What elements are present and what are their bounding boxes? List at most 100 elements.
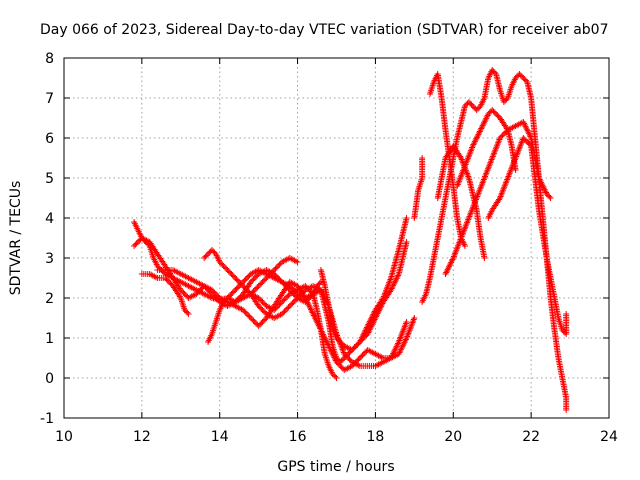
data-point xyxy=(307,305,314,312)
data-point xyxy=(322,337,329,344)
y-tick-label: 5 xyxy=(45,171,54,187)
data-point xyxy=(480,121,487,128)
x-tick-label: 12 xyxy=(133,429,151,445)
data-point xyxy=(520,119,527,125)
data-point xyxy=(224,267,231,273)
data-point xyxy=(259,279,266,285)
data-point xyxy=(520,75,527,81)
data-point xyxy=(350,345,357,352)
data-point xyxy=(249,316,256,323)
data-point xyxy=(309,309,316,316)
data-point xyxy=(295,293,302,300)
data-point xyxy=(442,271,449,277)
data-point xyxy=(286,303,293,309)
data-point xyxy=(521,121,528,128)
data-point xyxy=(288,301,295,308)
data-point xyxy=(238,281,245,288)
data-point xyxy=(294,295,301,301)
data-point xyxy=(519,73,526,80)
data-point xyxy=(445,265,452,272)
data-point xyxy=(132,241,139,248)
data-point xyxy=(260,277,267,284)
data-point xyxy=(281,308,288,315)
data-point xyxy=(237,280,244,287)
data-point xyxy=(275,263,282,269)
data-point xyxy=(448,257,455,264)
data-point xyxy=(308,306,315,313)
data-point xyxy=(201,283,208,289)
data-point xyxy=(391,279,398,286)
data-point xyxy=(332,373,339,380)
data-point xyxy=(563,311,570,317)
data-point xyxy=(378,303,385,310)
data-point xyxy=(166,279,173,285)
data-point xyxy=(500,99,507,105)
data-point xyxy=(356,355,363,361)
data-point xyxy=(197,287,204,293)
data-point xyxy=(475,131,482,138)
data-point xyxy=(540,183,547,190)
data-point xyxy=(473,135,480,142)
data-point xyxy=(411,315,418,321)
data-point xyxy=(375,307,382,314)
data-point xyxy=(521,120,528,127)
data-point xyxy=(355,340,362,347)
data-point xyxy=(359,336,366,343)
data-point xyxy=(242,285,249,292)
data-point xyxy=(280,280,287,287)
data-point xyxy=(214,296,221,303)
data-point xyxy=(282,295,289,301)
data-point xyxy=(345,355,352,361)
data-point xyxy=(279,299,285,305)
data-point xyxy=(396,349,403,356)
data-point xyxy=(251,275,258,281)
data-point xyxy=(448,259,455,266)
data-point xyxy=(242,276,249,283)
data-point xyxy=(289,300,296,307)
data-point xyxy=(334,360,341,367)
data-point xyxy=(337,339,344,345)
data-point xyxy=(243,275,250,281)
data-point xyxy=(362,349,369,356)
data-point xyxy=(276,261,283,268)
data-point xyxy=(284,293,291,300)
data-point xyxy=(240,283,247,289)
data-point xyxy=(306,295,313,301)
data-point xyxy=(268,269,275,276)
data-point xyxy=(233,276,240,283)
y-tick-label: 8 xyxy=(45,51,54,67)
data-point xyxy=(520,135,527,141)
data-point xyxy=(349,347,356,353)
data-point xyxy=(465,99,472,105)
data-point xyxy=(284,284,291,291)
data-point xyxy=(258,297,265,304)
data-point xyxy=(285,304,292,311)
data-point xyxy=(157,265,164,272)
data-point xyxy=(264,273,271,280)
data-point xyxy=(395,340,402,347)
data-point xyxy=(195,288,202,295)
x-tick-label: 22 xyxy=(522,429,540,445)
data-point xyxy=(472,137,479,144)
data-point xyxy=(476,128,483,135)
data-point xyxy=(522,137,529,144)
data-point xyxy=(241,284,248,291)
data-point xyxy=(327,345,334,352)
data-point xyxy=(279,311,285,317)
data-point xyxy=(339,356,346,363)
data-point xyxy=(203,285,210,292)
data-point xyxy=(306,287,313,293)
data-point xyxy=(131,243,138,249)
data-point xyxy=(333,335,340,341)
data-point xyxy=(275,303,282,309)
data-point xyxy=(259,319,266,325)
data-point xyxy=(402,337,409,344)
data-point xyxy=(256,296,263,303)
data-point xyxy=(563,407,570,413)
data-point xyxy=(522,123,529,130)
data-point xyxy=(167,280,174,287)
data-point xyxy=(249,277,256,284)
data-point xyxy=(272,265,279,272)
data-point xyxy=(277,277,284,284)
data-point xyxy=(372,315,379,321)
